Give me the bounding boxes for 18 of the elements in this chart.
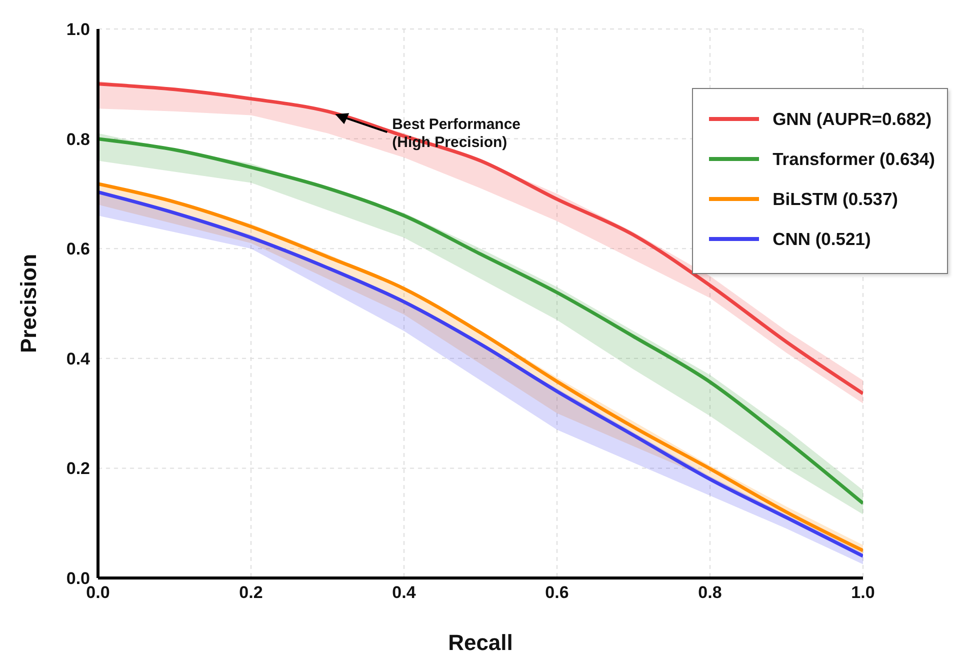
annotation: Best Performance (High Precision) <box>392 116 521 152</box>
legend-label: CNN (0.521) <box>772 228 871 250</box>
x-tick-label: 1.0 <box>851 583 875 602</box>
legend-label: Transformer (0.634) <box>772 148 935 170</box>
legend-label: BiLSTM (0.537) <box>772 188 898 210</box>
x-tick-label: 0.6 <box>545 583 569 602</box>
y-tick-label: 0.8 <box>66 130 90 149</box>
y-axis-title: Precision <box>16 254 41 354</box>
x-tick-label: 0.0 <box>86 583 110 602</box>
legend-label: GNN (AUPR=0.682) <box>772 108 932 130</box>
x-tick-label: 0.2 <box>239 583 263 602</box>
x-tick-label: 0.4 <box>392 583 416 602</box>
y-tick-label: 0.4 <box>66 349 91 368</box>
y-tick-label: 0.2 <box>66 459 90 478</box>
x-axis-title: Recall <box>448 630 513 655</box>
y-tick-label: 0.6 <box>66 240 90 259</box>
x-tick-label: 0.8 <box>698 583 722 602</box>
y-tick-label: 1.0 <box>66 20 90 40</box>
